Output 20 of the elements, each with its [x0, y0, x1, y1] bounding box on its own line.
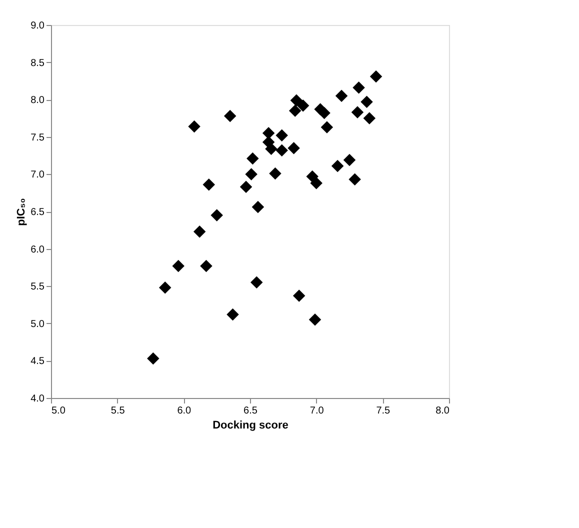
y-tick-label: 4.0 [30, 394, 45, 404]
x-tick-label: 5.5 [110, 406, 126, 416]
y-tick-label: 8.0 [30, 95, 45, 106]
x-tick-label: 7.0 [310, 406, 324, 416]
y-tick-label: 4.5 [30, 356, 45, 368]
y-tick-label: 6.5 [30, 207, 45, 218]
x-tick-label: 5.0 [52, 406, 66, 416]
y-axis-title: pIC₅₀ [16, 198, 28, 226]
y-tick-label: 9.0 [30, 20, 45, 32]
y-tick-label: 5.0 [30, 318, 45, 330]
y-tick-label: 6.0 [30, 244, 45, 256]
x-tick-label: 6.0 [177, 406, 192, 416]
x-tick-label: 8.0 [436, 406, 450, 416]
x-tick-label: 7.5 [376, 406, 391, 416]
x-axis-title: Docking score [212, 420, 288, 432]
y-tick-label: 7.5 [30, 132, 45, 144]
y-tick-label: 5.5 [30, 282, 45, 293]
x-tick-label: 6.5 [244, 406, 258, 416]
y-tick-label: 8.5 [30, 58, 45, 69]
y-tick-label: 7.0 [30, 170, 45, 181]
